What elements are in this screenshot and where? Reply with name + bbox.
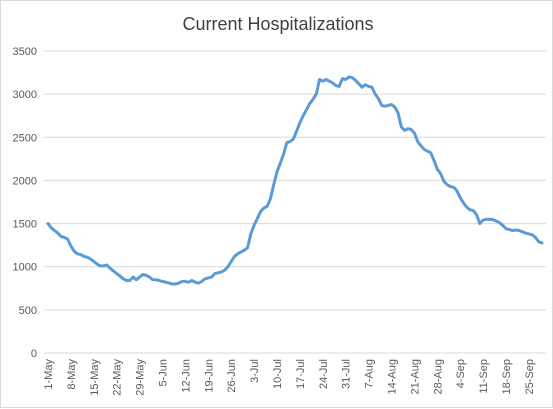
x-tick-label: 18-Sep (501, 359, 513, 394)
chart-title: Current Hospitalizations (182, 14, 373, 34)
x-tick-label: 26-Jun (226, 359, 238, 393)
x-tick-label: 19-Jun (203, 359, 215, 393)
series-layer (46, 75, 544, 286)
x-tick-label: 25-Sep (524, 359, 536, 394)
x-tick-label: 8-May (66, 359, 78, 390)
x-tick-label: 28-Aug (432, 359, 444, 394)
x-tick-label: 17-Jul (295, 359, 307, 389)
y-tick-label: 2500 (13, 132, 37, 144)
x-tick-label: 12-Jun (180, 359, 192, 393)
x-tick-label: 29-May (135, 359, 147, 396)
x-tick-label: 1-May (43, 359, 55, 390)
x-tick-label: 24-Jul (318, 359, 330, 389)
x-tick-label: 31-Jul (341, 359, 353, 389)
y-tick-label: 1500 (13, 219, 37, 231)
y-tick-label: 3500 (13, 46, 37, 58)
series-line (46, 75, 544, 286)
gridlines (44, 50, 546, 354)
y-tick-label: 0 (31, 348, 37, 360)
x-tick-label: 21-Aug (409, 359, 421, 394)
x-tick-label: 11-Sep (478, 359, 490, 394)
x-tick-label: 14-Aug (387, 359, 399, 394)
y-tick-label: 3000 (13, 89, 37, 101)
x-tick-label: 4-Sep (455, 359, 467, 388)
x-tick-label: 7-Aug (364, 359, 376, 388)
x-axis-tick-labels: 1-May 8-May 15-May 22-May 29-May 5-Jun 12-Jun 1… (43, 359, 536, 396)
y-axis-tick-labels: 0 500 1000 1500 2000 2500 3000 3500 (13, 46, 37, 360)
x-tick-label: 22-May (112, 359, 124, 396)
x-tick-label: 5-Jun (158, 359, 170, 387)
y-tick-label: 1000 (13, 262, 37, 274)
y-tick-label: 2000 (13, 175, 37, 187)
x-tick-label: 10-Jul (272, 359, 284, 389)
x-tick-label: 15-May (89, 359, 101, 396)
y-tick-label: 500 (19, 305, 37, 317)
x-tick-label: 3-Jul (249, 359, 261, 383)
